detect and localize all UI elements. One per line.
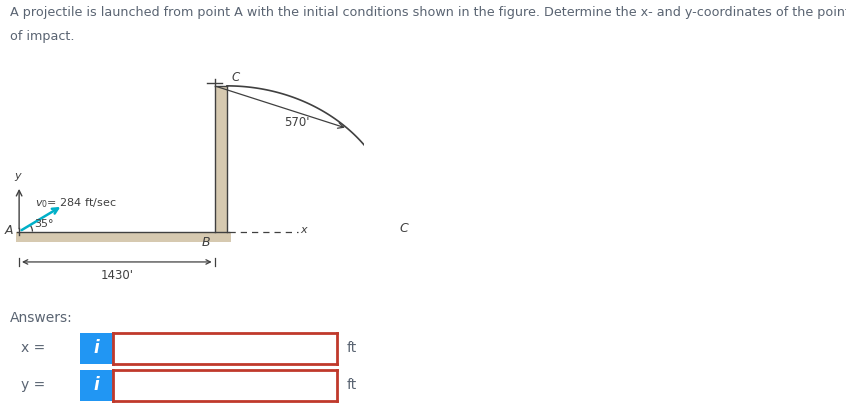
Text: B: B — [201, 236, 211, 249]
Text: C: C — [231, 71, 239, 84]
Text: ft: ft — [347, 341, 357, 355]
Text: y: y — [14, 171, 20, 182]
Text: 1430': 1430' — [101, 269, 134, 282]
Text: x: x — [299, 225, 306, 235]
Text: C: C — [399, 222, 408, 235]
Polygon shape — [15, 232, 230, 242]
Text: Answers:: Answers: — [10, 311, 73, 325]
Text: i: i — [94, 339, 99, 357]
Text: A: A — [4, 224, 13, 236]
Text: of impact.: of impact. — [10, 30, 74, 43]
Text: y =: y = — [21, 378, 46, 392]
Text: $\mathit{v}_0$= 284 ft/sec: $\mathit{v}_0$= 284 ft/sec — [35, 196, 117, 210]
Text: i: i — [94, 376, 99, 394]
Text: x =: x = — [21, 341, 46, 355]
Polygon shape — [215, 86, 227, 232]
Text: 35°: 35° — [34, 219, 53, 229]
Text: ft: ft — [347, 378, 357, 392]
Text: A projectile is launched from point A with the initial conditions shown in the f: A projectile is launched from point A wi… — [10, 6, 846, 19]
Text: 570': 570' — [284, 116, 310, 129]
